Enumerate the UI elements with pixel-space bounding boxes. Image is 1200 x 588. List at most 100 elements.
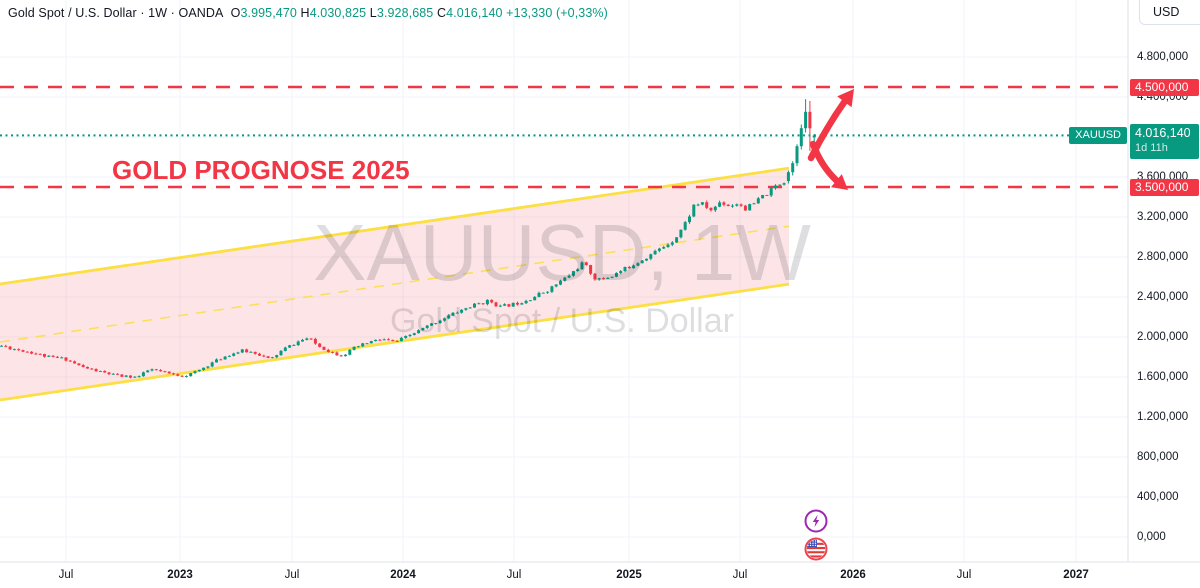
channel-bottom-line[interactable]	[0, 282, 790, 402]
candle-body	[339, 355, 343, 357]
candle-body	[184, 376, 188, 378]
axis-borders	[0, 0, 1200, 563]
time-axis-label: Jul	[58, 569, 74, 581]
candle-body	[683, 222, 687, 230]
candle-body	[627, 267, 631, 269]
bar-countdown: 1d 11h	[1135, 142, 1168, 155]
down-arrow-shaft[interactable]	[809, 140, 841, 185]
price-axis-label: 400,000	[1137, 491, 1179, 503]
lightning-event-icon[interactable]	[804, 509, 828, 533]
ohlc-open: O3.995,470	[230, 6, 297, 20]
candle-body	[516, 302, 519, 305]
time-axis-label: Jul	[284, 569, 300, 581]
candle-body	[580, 262, 584, 270]
candle-body	[378, 339, 382, 341]
symbol-title[interactable]: Gold Spot / U.S. Dollar · 1W · OANDA	[8, 6, 224, 20]
candle-body	[679, 229, 683, 238]
candle-body	[270, 357, 274, 359]
candle-body	[455, 312, 459, 314]
candle-body	[223, 356, 227, 360]
currency-unit-button[interactable]: USD	[1139, 0, 1200, 25]
candle-body	[374, 339, 378, 342]
candle-body	[649, 254, 653, 259]
candle-body	[305, 338, 309, 340]
candle-body	[494, 302, 498, 307]
candle-body	[47, 355, 51, 357]
candle-body	[417, 330, 421, 334]
candle-body	[408, 334, 412, 336]
price-axis-label: 1.200,000	[1137, 411, 1189, 423]
candle-body	[735, 204, 739, 206]
candle-body	[696, 204, 700, 206]
ohlc-low: L3.928,685	[369, 6, 434, 20]
channel-midline[interactable]	[0, 225, 790, 343]
candle-body	[752, 203, 756, 205]
candle-body	[0, 345, 3, 347]
time-axis-label: Jul	[506, 569, 522, 581]
candle-body	[769, 188, 773, 196]
candle-body	[64, 357, 68, 361]
candle-body	[563, 277, 567, 281]
candle-body	[103, 370, 107, 373]
candlestick-series	[0, 99, 816, 379]
candle-body	[438, 320, 442, 324]
candle-body	[589, 265, 593, 274]
candle-body	[490, 299, 494, 303]
candle-body	[232, 353, 236, 356]
candle-body	[258, 353, 261, 356]
candle-body	[786, 172, 790, 181]
candle-body	[322, 346, 326, 350]
candle-body	[361, 343, 365, 347]
candle-body	[283, 347, 287, 351]
time-axis-label: Jul	[956, 569, 972, 581]
candle-body	[210, 362, 214, 367]
candle-body	[765, 195, 769, 196]
candle-body	[537, 292, 541, 297]
down-arrow-head[interactable]	[831, 174, 848, 190]
candle-body	[215, 359, 218, 363]
candle-body	[86, 366, 89, 369]
price-axis-label: 800,000	[1137, 451, 1179, 463]
candle-body	[30, 351, 34, 354]
us-flag-event-icon[interactable]	[804, 537, 828, 561]
candle-body	[498, 305, 502, 307]
candle-body	[309, 338, 313, 340]
candle-body	[722, 202, 726, 205]
candle-body	[434, 323, 438, 325]
current-price-tag: 4.016,140 1d 11h	[1130, 124, 1199, 160]
candle-body	[369, 341, 373, 344]
candle-body	[559, 280, 562, 285]
candle-body	[180, 375, 184, 377]
candle-body	[266, 356, 270, 358]
horizontal-level-lines[interactable]	[0, 85, 1128, 189]
candle-body	[597, 278, 601, 280]
candle-body	[485, 299, 489, 305]
ascending-channel-drawing[interactable]	[0, 166, 790, 402]
candle-body	[739, 204, 743, 206]
time-axis[interactable]: Jul 2023 Jul 2024 Jul 2025 Jul 2026 Jul 2027	[0, 562, 1200, 588]
candle-body	[73, 361, 77, 364]
candle-body	[576, 269, 580, 272]
price-axis[interactable]: 4.800,000 4.400,000 3.600,000 3.200,000 2.80…	[1128, 0, 1200, 562]
prognose-text-annotation[interactable]: GOLD PROGNOSE 2025	[112, 155, 410, 185]
up-arrow-head[interactable]	[837, 89, 854, 108]
candle-body	[292, 345, 296, 346]
candle-body	[236, 352, 240, 354]
candle-body	[567, 275, 571, 278]
candle-body	[662, 247, 666, 249]
candle-body	[240, 349, 244, 353]
candle-body	[640, 260, 644, 264]
candle-body	[442, 318, 446, 321]
candle-body	[133, 376, 137, 378]
candle-body	[541, 292, 545, 294]
candle-body	[528, 300, 532, 302]
candle-body	[812, 135, 816, 138]
candle-body	[709, 207, 713, 211]
candle-body	[98, 370, 102, 372]
candle-body	[533, 296, 537, 301]
candle-body	[94, 368, 98, 372]
candle-body	[606, 277, 610, 279]
trend-arrows-drawing[interactable]	[807, 89, 854, 190]
time-axis-label: 2026	[840, 569, 866, 581]
